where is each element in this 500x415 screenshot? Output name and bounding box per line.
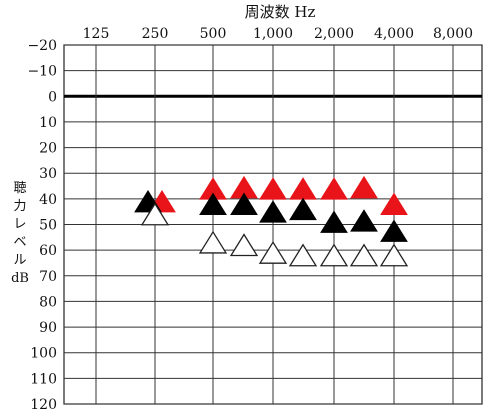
red-triangle-marker: [259, 177, 287, 200]
white-triangle-marker: [140, 202, 170, 226]
red-triangle-marker: [380, 192, 408, 215]
y-tick-label: 0: [48, 89, 57, 105]
x-tick-label: 125: [83, 26, 110, 42]
x-tick-label: 8,000: [433, 26, 473, 42]
y-tick-label: 100: [30, 346, 57, 362]
x-tick-label: 2,000: [314, 26, 354, 42]
white-triangle-marker: [288, 243, 318, 267]
y-tick-label: 20: [39, 141, 57, 157]
y-tick-label: 40: [39, 192, 57, 208]
black-triangle-marker: [259, 200, 287, 223]
y-tick-label: −20: [27, 38, 57, 54]
white-triangle-marker: [349, 243, 379, 267]
y-axis-label-char: レ: [13, 217, 26, 232]
black-triangle-marker: [320, 210, 348, 233]
y-tick-labels: −20 −10 0 10 20 30 40 50 60 70 80 90 100 110 120: [27, 38, 57, 413]
y-tick-label: 80: [39, 294, 57, 310]
white-triangle-marker: [258, 240, 288, 264]
y-tick-label: 60: [39, 243, 57, 259]
white-triangle-marker: [229, 233, 259, 257]
x-tick-label: 1,000: [253, 26, 293, 42]
y-tick-label: 120: [30, 397, 57, 413]
x-tick-label: 500: [200, 26, 227, 42]
y-tick-label: 70: [39, 269, 57, 285]
y-tick-label: 10: [39, 115, 57, 131]
y-tick-label: 110: [30, 371, 57, 387]
y-tick-label: 90: [39, 320, 57, 336]
x-tick-label: 4,000: [374, 26, 414, 42]
black-triangle-marker: [289, 197, 317, 221]
y-axis-label-char: 力: [13, 199, 26, 214]
red-triangle-marker: [350, 175, 378, 199]
y-axis-unit: dB: [11, 271, 29, 286]
black-triangle-marker: [380, 219, 408, 242]
chart-title: 周波数 Hz: [245, 3, 316, 21]
x-tick-label: 250: [142, 26, 169, 42]
white-triangle-marker: [198, 230, 228, 254]
x-tick-labels: 125 250 500 1,000 2,000 4,000 8,000: [83, 26, 473, 42]
red-triangle-marker: [320, 177, 348, 200]
white-triangle-marker: [319, 243, 349, 267]
white-triangle-marker: [379, 243, 409, 267]
y-tick-label: 30: [39, 166, 57, 182]
y-tick-label: −10: [27, 64, 57, 80]
red-triangle-marker: [289, 177, 317, 200]
y-tick-label: 50: [39, 218, 57, 234]
black-triangle-marker: [230, 192, 258, 215]
y-axis-label-char: ベ: [13, 235, 26, 250]
y-axis-label: 聴 力 レ ベ ル dB: [11, 181, 29, 286]
y-axis-label-char: 聴: [13, 181, 26, 196]
grid: [63, 44, 483, 405]
y-axis-label-char: ル: [13, 253, 26, 268]
data-marks: [134, 175, 409, 267]
black-triangle-marker: [199, 192, 227, 215]
black-triangle-marker: [350, 209, 378, 232]
